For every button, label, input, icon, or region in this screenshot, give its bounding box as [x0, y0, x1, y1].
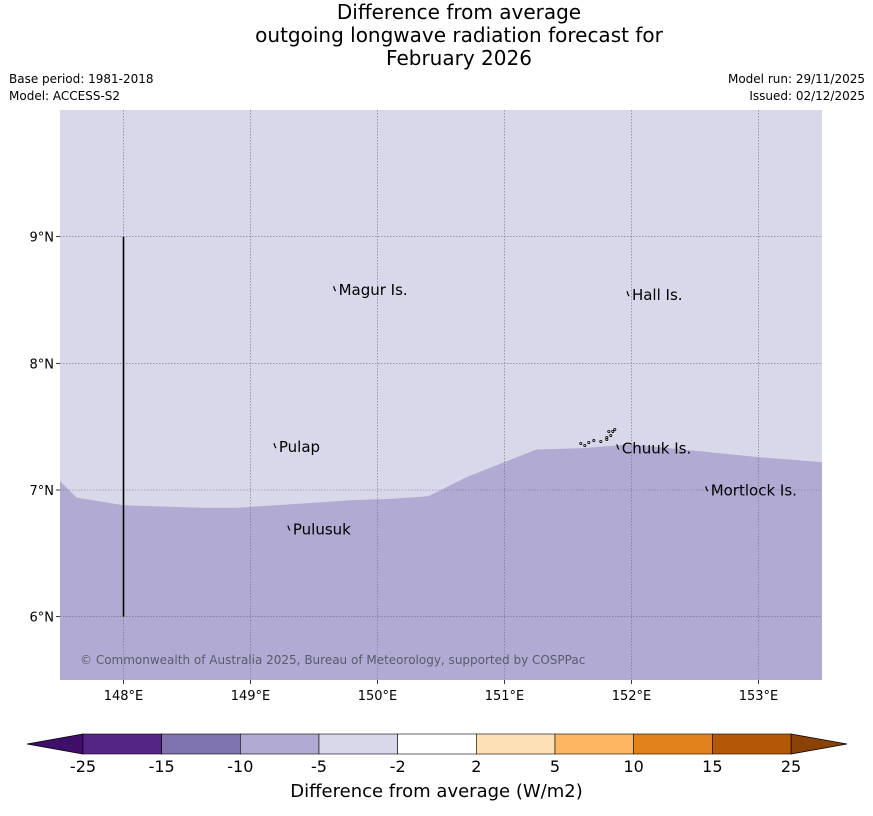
lon-tick-label: 149°E	[231, 689, 271, 704]
colorbar-under-arrow	[26, 733, 84, 755]
island-label: Hall Is.	[632, 286, 683, 304]
chuuk-atoll-islet	[579, 441, 583, 445]
colorbar-swatch	[476, 733, 556, 755]
lon-tick-label: 152°E	[612, 689, 652, 704]
chuuk-atoll-islet	[609, 433, 613, 437]
map-title-line-2: outgoing longwave radiation forecast for	[255, 23, 663, 47]
island-label: Chuuk Is.	[622, 439, 691, 457]
colorbar-swatch	[397, 733, 477, 755]
colorbar-swatch	[554, 733, 634, 755]
colorbar-swatch	[161, 733, 241, 755]
colorbar-tick-label: 10	[623, 757, 644, 776]
colorbar-swatch	[712, 733, 792, 755]
lat-tick-label: 6°N	[30, 611, 55, 626]
island-marker	[287, 525, 291, 531]
island-marker	[333, 285, 337, 292]
map-title-line-3: February 2026	[386, 46, 532, 70]
colorbar-tick-label: -25	[69, 757, 97, 776]
colorbar-tick-label: -15	[148, 757, 175, 776]
island-label: Magur Is.	[339, 281, 408, 299]
colorbar-swatch	[240, 733, 320, 755]
colorbar-tick-label: -10	[227, 757, 254, 776]
island-marker	[705, 486, 709, 492]
map-title-line-1: Difference from average	[336, 0, 582, 24]
lon-tick-label: 150°E	[358, 689, 398, 704]
lon-tick-label: 151°E	[485, 689, 525, 704]
lon-tick-label: 153°E	[739, 689, 779, 704]
colorbar-tick-label: 15	[702, 757, 723, 776]
base-period-text: Base period: 1981-2018	[9, 72, 154, 86]
colorbar-swatch	[318, 733, 398, 755]
colorbar-swatch	[82, 733, 162, 755]
colorbar-tick-label: 5	[549, 757, 561, 776]
colorbar-tick-label: 25	[780, 757, 802, 776]
lat-tick-label: 9°N	[30, 231, 55, 246]
chuuk-atoll-islet	[583, 443, 587, 447]
chuuk-atoll-islet	[611, 429, 615, 433]
chuuk-atoll-islet	[607, 429, 611, 433]
chuuk-atoll-islet	[592, 438, 596, 442]
colorbar-tick-label: -5	[311, 757, 327, 776]
chuuk-atoll-islet	[605, 435, 609, 439]
colorbar-label: Difference from average (W/m2)	[290, 781, 583, 802]
colorbar-tick-label: 2	[471, 757, 482, 776]
lat-tick-label: 8°N	[30, 357, 55, 372]
issued-text: Issued: 02/12/2025	[749, 89, 865, 103]
lat-tick-label: 7°N	[30, 484, 55, 499]
lon-tick-label: 148°E	[104, 689, 144, 704]
colorbar-over-arrow	[790, 733, 848, 755]
chuuk-atoll-islet	[599, 439, 603, 443]
island-label: Mortlock Is.	[711, 481, 797, 499]
island-marker	[273, 443, 277, 449]
copyright-text: © Commonwealth of Australia 2025, Bureau…	[80, 653, 585, 667]
island-label: Pulusuk	[293, 521, 351, 539]
chuuk-atoll-islet	[613, 427, 617, 431]
colorbar-swatch	[633, 733, 713, 755]
model-run-text: Model run: 29/11/2025	[727, 72, 865, 86]
model-text: Model: ACCESS-S2	[9, 89, 121, 103]
island-marker	[626, 291, 630, 297]
island-marker	[616, 444, 620, 450]
chuuk-atoll-islet	[587, 440, 591, 444]
island-label: Pulap	[279, 438, 320, 456]
colorbar-tick-label: -2	[389, 757, 406, 776]
